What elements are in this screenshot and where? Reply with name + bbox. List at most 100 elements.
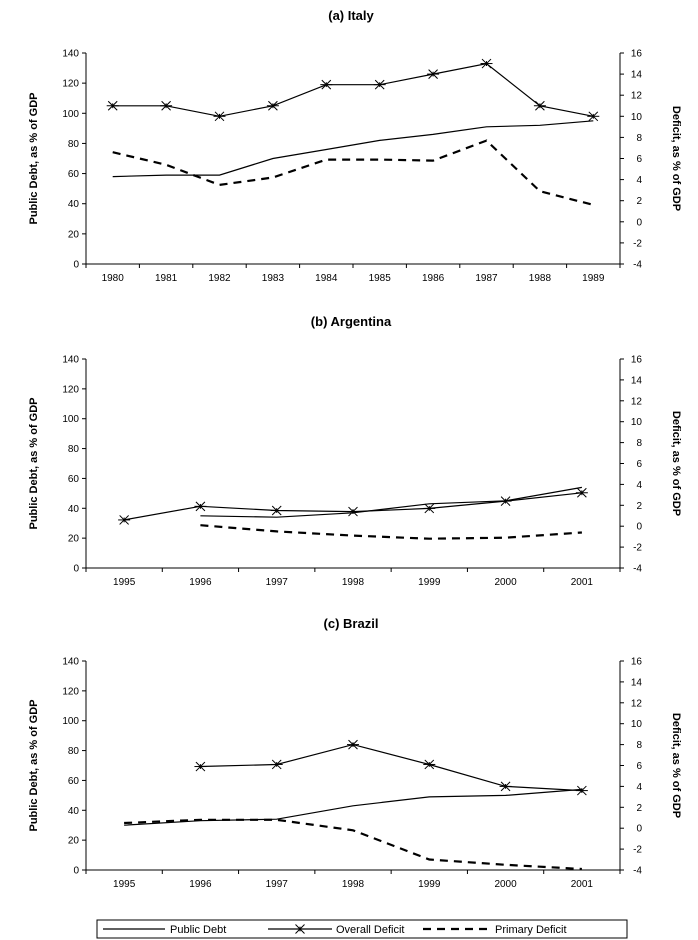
legend-overall-deficit-label: Overall Deficit: [336, 924, 404, 936]
italy-y-tick-label: 120: [62, 79, 79, 90]
italy-chart: (a) Italy 0 20 40 60 80 100 120 140 -4 -2 0 2 4 6 8 10 12…: [28, 8, 682, 284]
brazil-y-tick-label: 20: [68, 836, 80, 847]
italy-y-tick-label: 100: [62, 109, 79, 120]
argentina-overall-deficit-line: [123, 492, 582, 521]
italy-y-tick-label: 20: [68, 229, 80, 240]
argentina-y-tick-label: 80: [68, 444, 80, 455]
italy-y2-tick-label: 14: [631, 70, 643, 81]
brazil-y2-tick-label: 16: [631, 657, 643, 668]
italy-x-tick-label: 1989: [582, 273, 605, 284]
brazil-overall-deficit-point: [423, 759, 436, 770]
italy-x-tick-label: 1988: [529, 273, 552, 284]
italy-overall-deficit-point: [373, 79, 386, 90]
brazil-y2-tick-label: -2: [633, 845, 642, 856]
argentina-overall-deficit-point: [194, 501, 207, 512]
legend-public-debt-label: Public Debt: [170, 924, 226, 936]
italy-y2-tick-label: 0: [636, 217, 642, 228]
brazil-y-tick-label: 60: [68, 776, 80, 787]
argentina-y2-tick-label: 10: [631, 417, 643, 428]
italy-y2-tick-label: -2: [633, 238, 642, 249]
brazil-y-tick-label: 100: [62, 716, 79, 727]
italy-y2-tick-label: -4: [633, 260, 642, 271]
italy-overall-deficit-point: [213, 111, 226, 122]
brazil-overall-deficit-point: [194, 761, 207, 772]
argentina-y-tick-label: 120: [62, 384, 79, 395]
brazil-x-tick-label: 1995: [113, 879, 136, 890]
argentina-public-debt-line: [200, 486, 583, 518]
argentina-x-tick-label: 1999: [418, 577, 441, 588]
brazil-x-tick-label: 1999: [418, 879, 441, 890]
argentina-y-tick-label: 60: [68, 474, 80, 485]
argentina-y-tick-label: 20: [68, 534, 80, 545]
brazil-y-tick-label: 120: [62, 686, 79, 697]
argentina-y-tick-label: 100: [62, 414, 79, 425]
italy-y2-tick-label: 6: [636, 154, 642, 165]
italy-overall-deficit-line: [112, 62, 594, 117]
brazil-x-tick-label: 1998: [342, 879, 365, 890]
argentina-y-axis-title: Public Debt, as % of GDP: [28, 397, 40, 529]
argentina-y2-tick-label: -4: [633, 564, 642, 575]
brazil-chart-title: (c) Brazil: [324, 616, 379, 631]
argentina-overall-deficit-point: [423, 503, 436, 514]
brazil-y-axis-title: Public Debt, as % of GDP: [28, 699, 40, 831]
brazil-y-tick-label: 0: [73, 866, 79, 877]
brazil-chart: (c) Brazil 0 20 40 60 80 100 120 140 -4 -2 0 2 4 6 8 10 1…: [28, 616, 682, 890]
italy-overall-deficit-point: [106, 100, 119, 111]
argentina-y-tick-label: 40: [68, 504, 80, 515]
brazil-x-tick-label: 2000: [494, 879, 517, 890]
italy-y2-tick-label: 2: [636, 196, 642, 207]
argentina-y2-tick-label: -2: [633, 543, 642, 554]
brazil-x-tick-label: 1997: [266, 879, 289, 890]
italy-overall-deficit-point: [587, 111, 600, 122]
italy-y2-tick-label: 12: [631, 91, 643, 102]
argentina-x-tick-label: 1998: [342, 577, 365, 588]
argentina-primary-deficit-line: [200, 524, 582, 540]
brazil-y2-tick-label: 6: [636, 761, 642, 772]
brazil-overall-deficit-line: [200, 743, 582, 792]
legend: Public Debt Overall Deficit Primary Defici…: [96, 919, 628, 939]
argentina-overall-deficit-point: [118, 515, 131, 525]
italy-y-tick-label: 40: [68, 199, 80, 210]
brazil-y2-tick-label: 12: [631, 698, 643, 709]
italy-y2-axis-title: Deficit, as % of GDP: [670, 106, 682, 211]
italy-y2-tick-label: 10: [631, 112, 643, 123]
italy-primary-deficit-line: [112, 139, 594, 206]
italy-overall-deficit-point: [427, 69, 440, 79]
italy-public-debt-line: [112, 120, 594, 178]
brazil-y2-tick-label: 2: [636, 803, 642, 814]
argentina-y2-tick-label: 2: [636, 501, 642, 512]
argentina-x-tick-label: 2000: [494, 577, 517, 588]
brazil-y2-axis-title: Deficit, as % of GDP: [670, 713, 682, 818]
italy-y-axis-title: Public Debt, as % of GDP: [28, 92, 40, 224]
argentina-y2-tick-label: 16: [631, 355, 643, 366]
brazil-y-tick-label: 140: [62, 657, 79, 668]
italy-y2-tick-label: 16: [631, 49, 643, 60]
italy-chart-title: (a) Italy: [328, 8, 374, 23]
italy-y2-tick-label: 4: [636, 175, 642, 186]
argentina-overall-deficit-point: [499, 496, 512, 506]
argentina-overall-deficit-point: [575, 487, 588, 498]
legend-box: [96, 919, 628, 939]
argentina-x-tick-label: 2001: [571, 577, 594, 588]
brazil-y2-tick-label: 10: [631, 719, 643, 730]
italy-y-tick-label: 0: [73, 260, 79, 271]
italy-overall-deficit-point: [533, 100, 546, 111]
brazil-y-tick-label: 40: [68, 806, 80, 817]
brazil-y2-tick-label: 8: [636, 740, 642, 751]
legend-overall-deficit-marker: [294, 924, 306, 934]
argentina-y-tick-label: 0: [73, 564, 79, 575]
argentina-y2-tick-label: 6: [636, 459, 642, 470]
italy-y-tick-label: 60: [68, 169, 80, 180]
italy-y-tick-label: 140: [62, 49, 79, 60]
brazil-y2-tick-label: 4: [636, 782, 642, 793]
brazil-overall-deficit-point: [270, 759, 283, 770]
argentina-y2-tick-label: 12: [631, 396, 643, 407]
brazil-overall-deficit-point: [575, 785, 588, 796]
argentina-y-tick-label: 140: [62, 355, 79, 366]
argentina-chart: (b) Argentina 0 20 40 60 80 100 120 140 -4 -2 0 2 4 6 8…: [28, 314, 682, 588]
italy-y2-tick-label: 8: [636, 133, 642, 144]
brazil-y2-tick-label: 0: [636, 824, 642, 835]
argentina-x-tick-label: 1997: [266, 577, 289, 588]
argentina-y2-tick-label: 4: [636, 480, 642, 491]
